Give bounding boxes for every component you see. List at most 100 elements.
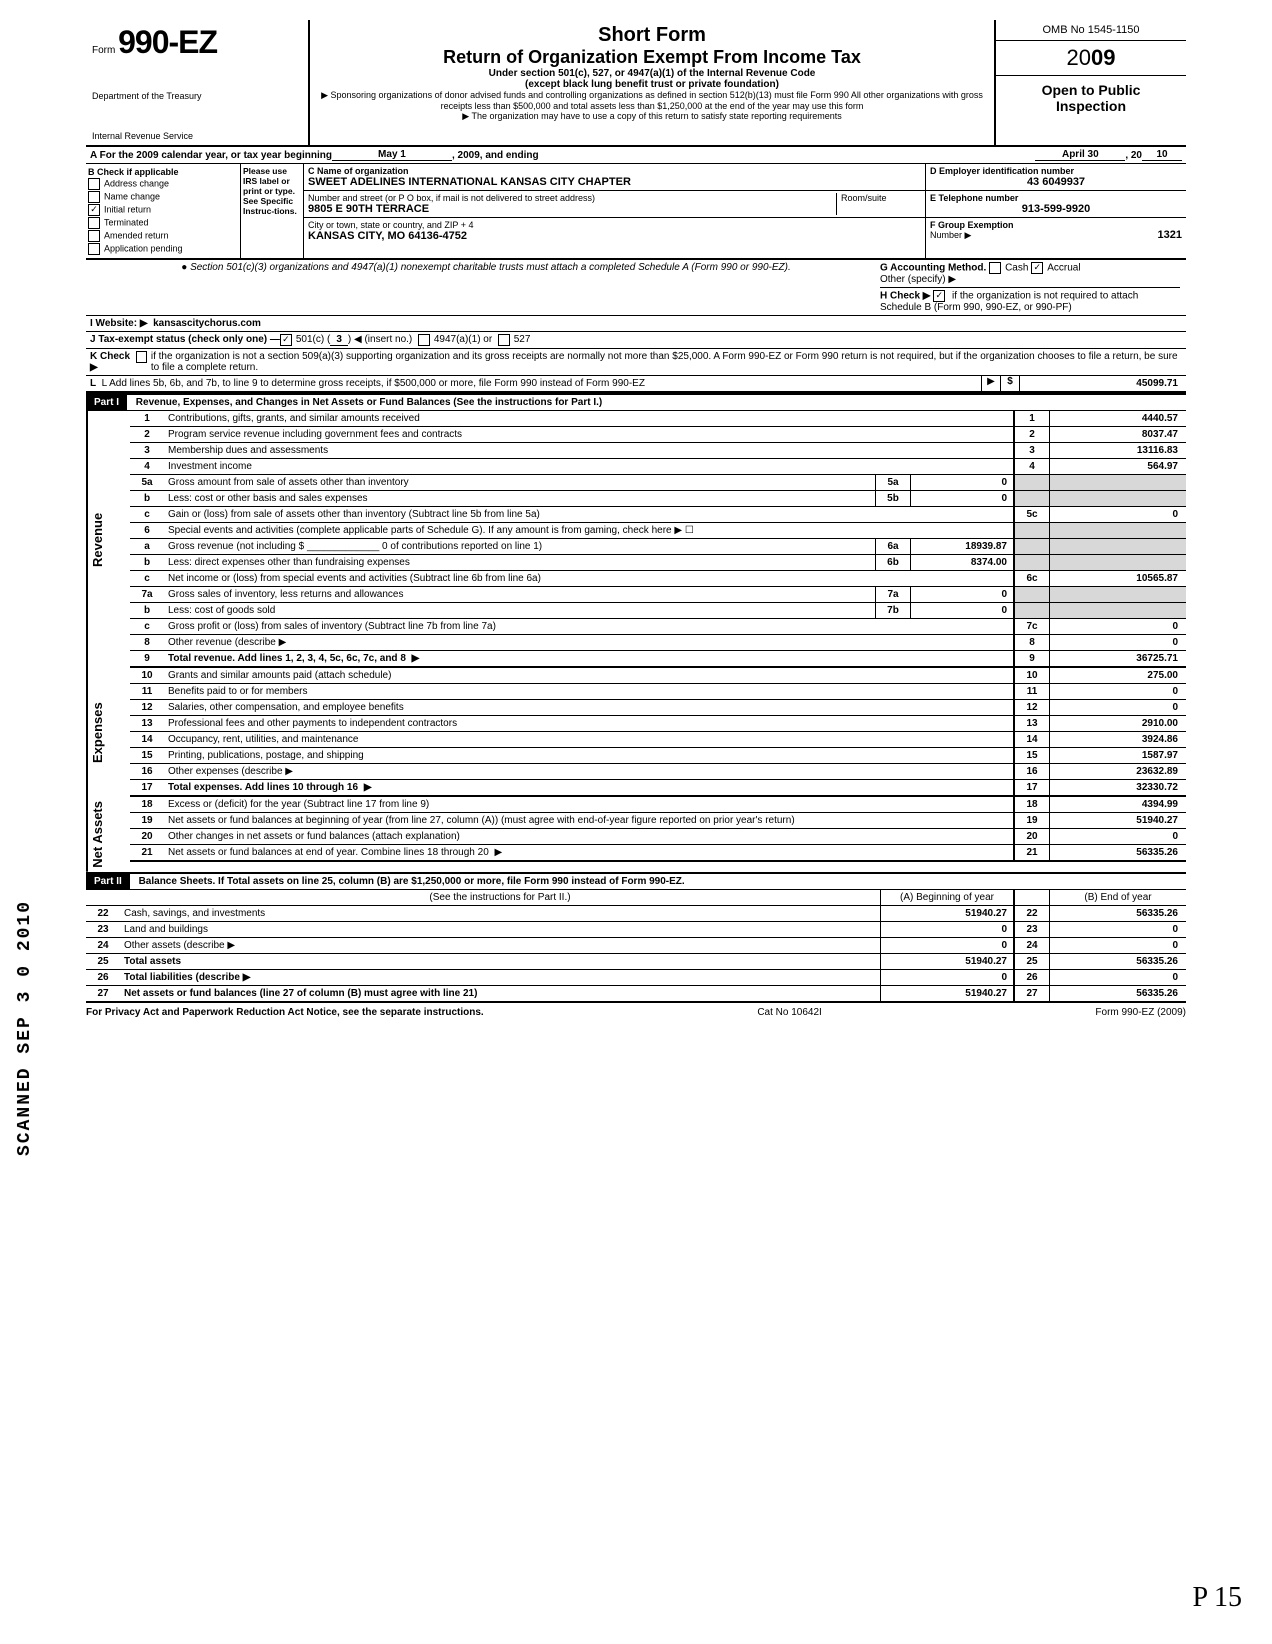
ln-5b-ev xyxy=(1049,491,1186,506)
sponsor-note: ▶ Sponsoring organizations of donor advi… xyxy=(320,90,984,111)
scanned-stamp: SCANNED SEP 3 0 2010 xyxy=(15,900,35,1156)
line-i: I Website: ▶ kansascitychorus.com xyxy=(86,316,1186,332)
l-dollar: $ xyxy=(1000,376,1019,391)
ln-23-b: 0 xyxy=(1049,922,1186,937)
chk-initial[interactable]: ✓ xyxy=(88,204,100,216)
ein: 43 6049937 xyxy=(930,176,1182,188)
l-arrow: ▶ xyxy=(981,376,1000,391)
chk-501c[interactable]: ✓ xyxy=(280,334,292,346)
chk-h[interactable]: ✓ xyxy=(933,290,945,302)
ln-27-b: 56335.26 xyxy=(1049,986,1186,1001)
copy-note: The organization may have to use a copy … xyxy=(320,111,984,122)
ln-5c-no: c xyxy=(130,507,164,522)
ln-11-desc: Benefits paid to or for members xyxy=(164,684,1013,699)
chk-cash[interactable] xyxy=(989,262,1001,274)
ln-7a-mn: 7a xyxy=(875,587,910,602)
ln-7a-desc: Gross sales of inventory, less returns a… xyxy=(164,587,875,602)
ln-5c-val: 0 xyxy=(1049,507,1186,522)
part-1-label: Part I xyxy=(86,395,127,410)
g-accrual: Accrual xyxy=(1047,263,1080,274)
ln-9-d: Total revenue. Add lines 1, 2, 3, 4, 5c,… xyxy=(168,653,406,664)
ln-12-desc: Salaries, other compensation, and employ… xyxy=(164,700,1013,715)
line-l: L L Add lines 5b, 6b, and 7b, to line 9 … xyxy=(86,376,1186,393)
ln-5b-en xyxy=(1013,491,1049,506)
ln-27-desc: Net assets or fund balances (line 27 of … xyxy=(120,986,880,1001)
h-label: H Check ▶ xyxy=(880,291,930,302)
ln-5a-ev xyxy=(1049,475,1186,490)
subtitle2: (except black lung benefit trust or priv… xyxy=(320,79,984,90)
ln-5b-mv: 0 xyxy=(910,491,1013,506)
title-return: Return of Organization Exempt From Incom… xyxy=(320,47,984,68)
ln-6c-val: 10565.87 xyxy=(1049,571,1186,586)
c-label: C Name of organization xyxy=(308,166,921,176)
ln-6b-en xyxy=(1013,555,1049,570)
chk-pending[interactable] xyxy=(88,243,100,255)
instructions-box: Please use IRS label or print or type. S… xyxy=(241,164,304,258)
ln-21-d: Net assets or fund balances at end of ye… xyxy=(168,847,489,858)
city-label: City or town, state or country, and ZIP … xyxy=(308,220,921,230)
ln-6b-desc: Less: direct expenses other than fundrai… xyxy=(164,555,875,570)
org-city: KANSAS CITY, MO 64136-4752 xyxy=(308,230,921,242)
g-cash: Cash xyxy=(1005,263,1028,274)
ln-1-no: 1 xyxy=(130,411,164,426)
b-item-4: Amended return xyxy=(104,230,169,240)
open-line2: Inspection xyxy=(998,98,1184,114)
g-other: Other (specify) ▶ xyxy=(880,274,1180,285)
ln-25-en: 25 xyxy=(1013,954,1049,969)
chk-4947[interactable] xyxy=(418,334,430,346)
col-b-hdr: (B) End of year xyxy=(1049,890,1186,905)
chk-name[interactable] xyxy=(88,191,100,203)
ln-15-no: 15 xyxy=(130,748,164,763)
ln-24-b: 0 xyxy=(1049,938,1186,953)
ln-6b-ev xyxy=(1049,555,1186,570)
ln-7b-en xyxy=(1013,603,1049,618)
chk-accrual[interactable]: ✓ xyxy=(1031,262,1043,274)
tax-year-begin: May 1 xyxy=(332,149,452,161)
chk-address[interactable] xyxy=(88,178,100,190)
ln-20-desc: Other changes in net assets or fund bala… xyxy=(164,829,1013,844)
net-assets-label: Net Assets xyxy=(86,797,130,872)
ln-7b-desc: Less: cost of goods sold xyxy=(164,603,875,618)
ln-26-b: 0 xyxy=(1049,970,1186,985)
ln-8-no: 8 xyxy=(130,635,164,650)
ln-1-desc: Contributions, gifts, grants, and simila… xyxy=(164,411,1013,426)
ln-13-no: 13 xyxy=(130,716,164,731)
ln-13-val: 2910.00 xyxy=(1049,716,1186,731)
part-2-header: Part II Balance Sheets. If Total assets … xyxy=(86,872,1186,890)
omb-number: OMB No 1545-1150 xyxy=(996,20,1186,41)
j-501c: 501(c) ( xyxy=(296,334,330,346)
section-501-row: ● Section 501(c)(3) organizations and 49… xyxy=(86,260,1186,316)
b-item-1: Name change xyxy=(104,191,160,201)
ln-19-no: 19 xyxy=(130,813,164,828)
net-assets-section: Net Assets 18Excess or (deficit) for the… xyxy=(86,797,1186,872)
ln-1-val: 4440.57 xyxy=(1049,411,1186,426)
ln-22-b: 56335.26 xyxy=(1049,906,1186,921)
ln-7c-no: c xyxy=(130,619,164,634)
chk-terminated[interactable] xyxy=(88,217,100,229)
ln-15-desc: Printing, publications, postage, and shi… xyxy=(164,748,1013,763)
chk-k[interactable] xyxy=(136,351,147,363)
ln-9-en: 9 xyxy=(1013,651,1049,666)
ln-3-val: 13116.83 xyxy=(1049,443,1186,458)
ln-6a-mv: 18939.87 xyxy=(910,539,1013,554)
ln-25-b: 56335.26 xyxy=(1049,954,1186,969)
j-label: J Tax-exempt status (check only one) — xyxy=(90,334,280,346)
ln-7a-en xyxy=(1013,587,1049,602)
form-footer: Form 990-EZ (2009) xyxy=(1095,1007,1186,1018)
ln-10-desc: Grants and similar amounts paid (attach … xyxy=(164,668,1013,683)
ln-21-val: 56335.26 xyxy=(1049,845,1186,860)
line-a-mid: , 2009, and ending xyxy=(452,150,539,161)
l-text: L Add lines 5b, 6b, and 7b, to line 9 to… xyxy=(102,378,645,389)
ln-2-val: 8037.47 xyxy=(1049,427,1186,442)
ln-16-en: 16 xyxy=(1013,764,1049,779)
e-label: E Telephone number xyxy=(930,193,1182,203)
dept-treasury: Department of the Treasury xyxy=(92,91,302,101)
page-footer: For Privacy Act and Paperwork Reduction … xyxy=(86,1003,1186,1018)
ln-21-no: 21 xyxy=(130,845,164,860)
ln-6c-desc: Net income or (loss) from special events… xyxy=(164,571,1013,586)
ln-5b-mn: 5b xyxy=(875,491,910,506)
ln-9-desc: Total revenue. Add lines 1, 2, 3, 4, 5c,… xyxy=(164,651,1013,666)
chk-amended[interactable] xyxy=(88,230,100,242)
chk-527[interactable] xyxy=(498,334,510,346)
b-item-3: Terminated xyxy=(104,217,149,227)
